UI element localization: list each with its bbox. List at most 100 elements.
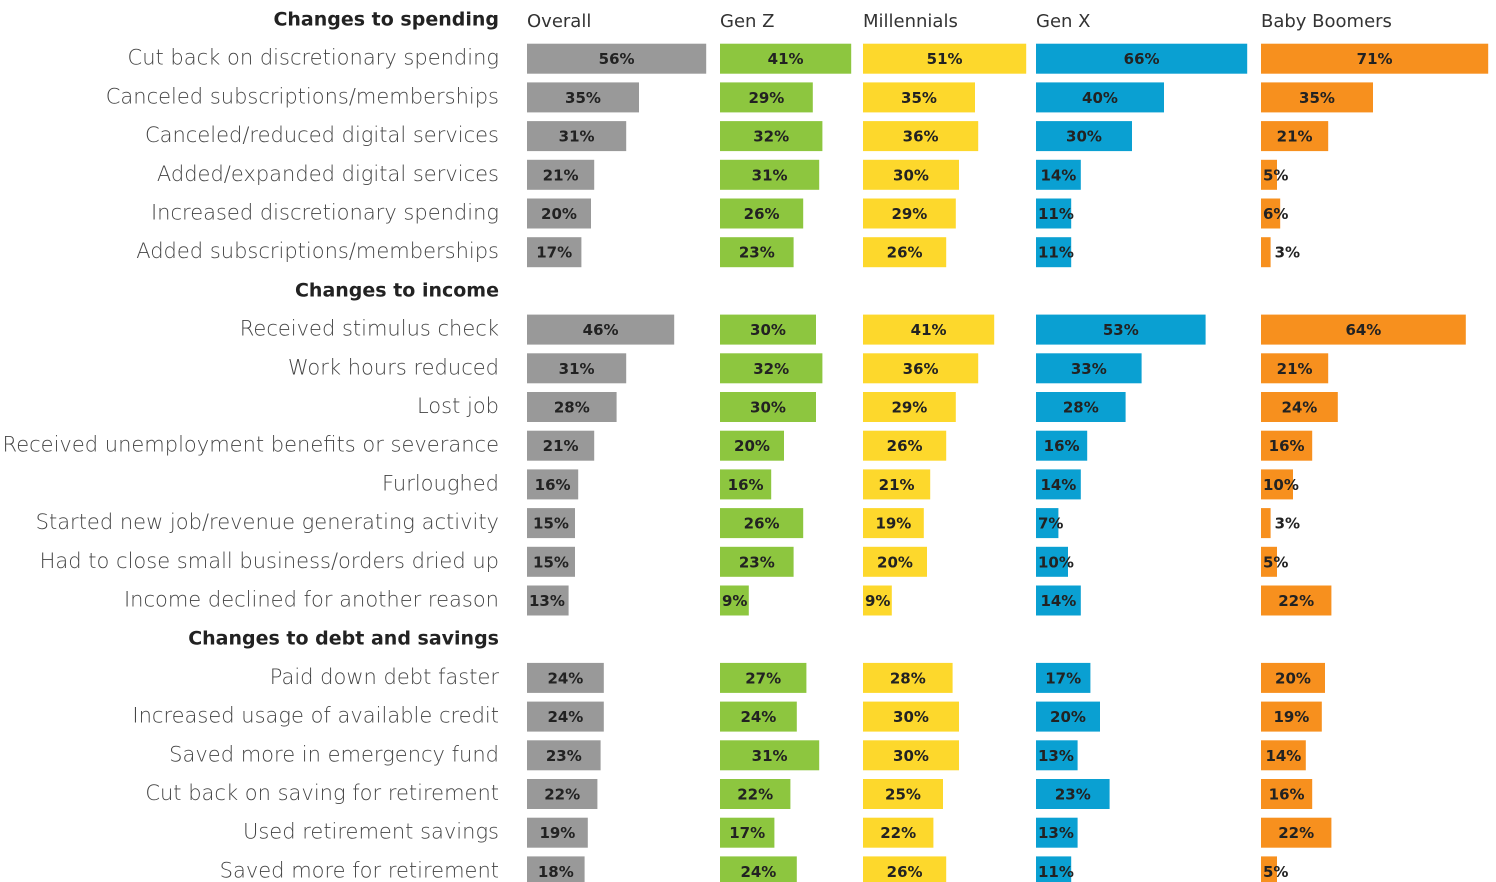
bar — [863, 353, 979, 384]
bar — [720, 469, 772, 500]
value-label: 14% — [1040, 476, 1076, 494]
bar — [720, 82, 813, 113]
bar — [720, 159, 820, 190]
bar — [527, 701, 604, 732]
value-label: 15% — [533, 553, 569, 571]
value-label: 11% — [1038, 863, 1074, 881]
bar — [1036, 159, 1081, 190]
bar — [863, 508, 924, 539]
value-label: 31% — [752, 166, 788, 184]
value-label: 26% — [744, 515, 780, 533]
value-label: 14% — [1040, 592, 1076, 610]
bar — [527, 469, 579, 500]
column-header: Overall — [527, 11, 591, 32]
value-label: 21% — [543, 437, 579, 455]
value-label: 36% — [903, 360, 939, 378]
value-label: 20% — [541, 205, 577, 223]
bar — [1036, 237, 1072, 268]
bar — [1261, 353, 1329, 384]
value-label: 21% — [1277, 128, 1313, 146]
value-label: 40% — [1082, 89, 1118, 107]
bar — [863, 701, 959, 732]
value-label: 35% — [1299, 89, 1335, 107]
value-label: 16% — [1269, 437, 1305, 455]
category-label: Income declined for another reason — [124, 588, 499, 612]
bar — [527, 817, 588, 848]
bar — [720, 740, 820, 771]
bar — [527, 508, 575, 539]
value-label: 19% — [539, 824, 575, 842]
bar — [527, 237, 582, 268]
bar — [863, 585, 892, 616]
value-label: 19% — [875, 515, 911, 533]
value-label: 19% — [1273, 708, 1309, 726]
bar — [527, 546, 575, 577]
category-label: Started new job/revenue generating activ… — [36, 510, 499, 534]
bar — [1036, 430, 1088, 461]
value-label: 10% — [1263, 476, 1299, 494]
value-label: 24% — [547, 669, 583, 687]
bar — [527, 662, 604, 693]
value-label: 20% — [877, 553, 913, 571]
bar — [1261, 121, 1329, 152]
bar — [863, 740, 959, 771]
bar — [720, 392, 816, 422]
value-label: 56% — [599, 50, 635, 68]
value-label: 28% — [890, 669, 926, 687]
bar — [527, 159, 595, 190]
value-label: 5% — [1263, 863, 1288, 881]
category-label: Used retirement savings — [243, 820, 499, 844]
bar — [1036, 856, 1072, 882]
category-label: Work hours reduced — [288, 355, 499, 379]
value-label: 13% — [529, 592, 565, 610]
value-label: 21% — [1277, 360, 1313, 378]
value-label: 25% — [885, 786, 921, 804]
value-label: 22% — [880, 824, 916, 842]
bar — [1261, 314, 1466, 345]
value-label: 14% — [1040, 166, 1076, 184]
value-label: 16% — [1269, 786, 1305, 804]
category-label: Had to close small business/orders dried… — [40, 549, 499, 573]
value-label: 26% — [887, 863, 923, 881]
bar — [863, 159, 959, 190]
bar — [863, 198, 956, 229]
value-label: 10% — [1038, 553, 1074, 571]
value-label: 31% — [559, 128, 595, 146]
value-label: 30% — [893, 747, 929, 765]
value-label: 30% — [893, 166, 929, 184]
value-label: 16% — [1044, 437, 1080, 455]
bar — [527, 198, 591, 229]
category-label: Cut back on saving for retirement — [145, 781, 499, 805]
bar — [863, 82, 975, 113]
bar — [720, 314, 816, 345]
bar — [1261, 237, 1271, 268]
category-label: Increased discretionary spending — [151, 201, 499, 225]
bar — [1261, 817, 1332, 848]
value-label: 23% — [739, 553, 775, 571]
bar — [1261, 779, 1313, 809]
value-label: 7% — [1038, 515, 1063, 533]
bar — [863, 392, 956, 422]
category-label: Received unemployment benefits or severa… — [3, 433, 499, 457]
bar — [527, 392, 617, 422]
bar — [720, 546, 794, 577]
bar — [1261, 43, 1489, 74]
value-label: 20% — [734, 437, 770, 455]
value-label: 51% — [927, 50, 963, 68]
bar — [527, 740, 601, 771]
bar — [720, 817, 775, 848]
bar — [1261, 585, 1332, 616]
bar — [1036, 353, 1142, 384]
value-label: 35% — [901, 89, 937, 107]
section-title: Changes to debt and savings — [188, 628, 499, 650]
bar — [1261, 430, 1313, 461]
bar — [720, 662, 807, 693]
bar — [1261, 662, 1325, 693]
value-label: 71% — [1357, 50, 1393, 68]
bar — [1036, 508, 1059, 539]
bar — [1261, 82, 1373, 113]
value-label: 24% — [1281, 399, 1317, 417]
bar — [1036, 82, 1164, 113]
value-label: 29% — [891, 399, 927, 417]
value-label: 29% — [891, 205, 927, 223]
